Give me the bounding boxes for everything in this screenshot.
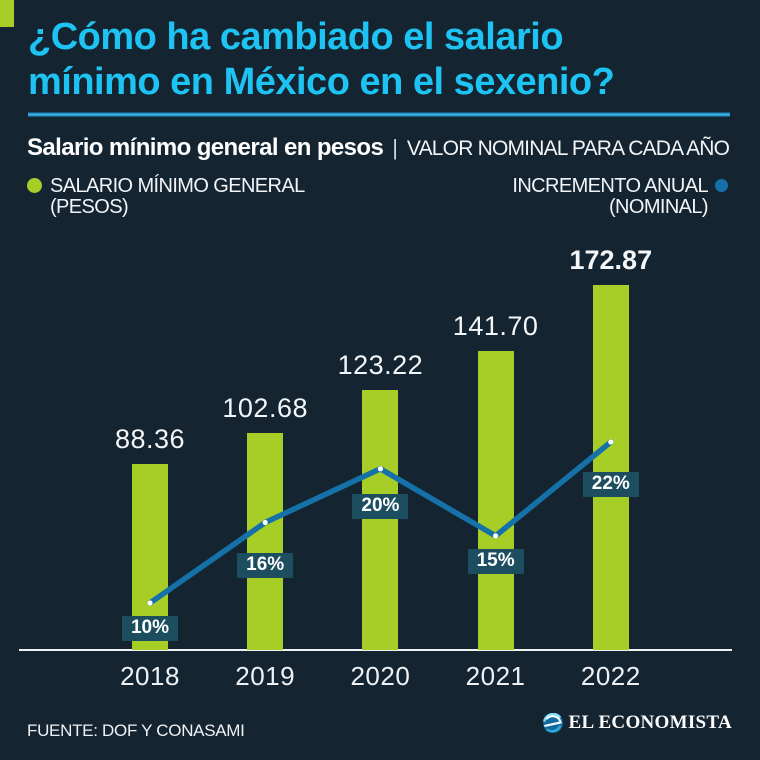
increment-label-2019: 16% bbox=[237, 553, 294, 579]
bar-2019 bbox=[247, 433, 284, 650]
x-axis-label-2018: 2018 bbox=[120, 661, 180, 691]
title-accent-square bbox=[0, 0, 14, 27]
increment-label-2020: 20% bbox=[352, 493, 409, 519]
legend-line: INCREMENTO ANUAL (NOMINAL) bbox=[408, 176, 728, 218]
increment-label-2022: 22% bbox=[582, 471, 639, 497]
x-axis-label-2019: 2019 bbox=[235, 661, 296, 691]
page-title: ¿Cómo ha cambiado el salario mínimo en M… bbox=[28, 15, 688, 105]
legend-bars-label: SALARIO MÍNIMO GENERAL (PESOS) bbox=[50, 175, 305, 218]
x-axis-label-2022: 2022 bbox=[580, 661, 641, 691]
brand-logo: EL ECONOMISTA bbox=[542, 712, 733, 734]
x-axis-label-2021: 2021 bbox=[465, 661, 526, 691]
brand-name: EL ECONOMISTA bbox=[568, 712, 732, 733]
el-economista-globe-icon bbox=[542, 713, 563, 733]
page-title-line1: ¿Cómo ha cambiado el salario bbox=[28, 16, 564, 58]
line-point-2021 bbox=[493, 533, 499, 539]
header-divider bbox=[28, 112, 730, 117]
line-point-2020 bbox=[377, 466, 383, 472]
bar-2021 bbox=[477, 351, 514, 650]
bar-value-label-2020: 123.22 bbox=[337, 350, 424, 380]
x-axis-label-2020: 2020 bbox=[350, 661, 411, 691]
subtitle-main: Salario mínimo general en pesos bbox=[27, 134, 384, 161]
x-axis-line bbox=[19, 649, 732, 651]
bar-value-label-2019: 102.68 bbox=[222, 393, 308, 424]
page-title-line2: mínimo en México en el sexenio? bbox=[28, 61, 615, 103]
subtitle-separator: | bbox=[392, 135, 398, 160]
legend-line-label: INCREMENTO ANUAL (NOMINAL) bbox=[512, 175, 708, 218]
line-point-2022 bbox=[608, 439, 614, 445]
chart-subtitle: Salario mínimo general en pesos | VALOR … bbox=[27, 134, 737, 162]
bar-2020 bbox=[362, 390, 399, 650]
line-point-2018 bbox=[147, 600, 153, 606]
source-note: FUENTE: DOF Y CONASAMI bbox=[27, 721, 245, 740]
legend-bars-dot-icon bbox=[27, 178, 42, 193]
bar-2022 bbox=[592, 285, 629, 650]
bar-value-label-2022: 172.87 bbox=[569, 245, 653, 276]
legend-bars: SALARIO MÍNIMO GENERAL (PESOS) bbox=[27, 176, 305, 218]
increment-label-2018: 10% bbox=[121, 616, 179, 641]
legend-line-dot-icon bbox=[715, 179, 728, 192]
bar-value-label-2018: 88.36 bbox=[114, 423, 186, 454]
bar-value-label-2021: 141.70 bbox=[452, 311, 539, 341]
subtitle-note: VALOR NOMINAL PARA CADA AÑO bbox=[406, 137, 730, 160]
increment-label-2021: 15% bbox=[467, 548, 524, 574]
line-point-2019 bbox=[262, 519, 268, 526]
